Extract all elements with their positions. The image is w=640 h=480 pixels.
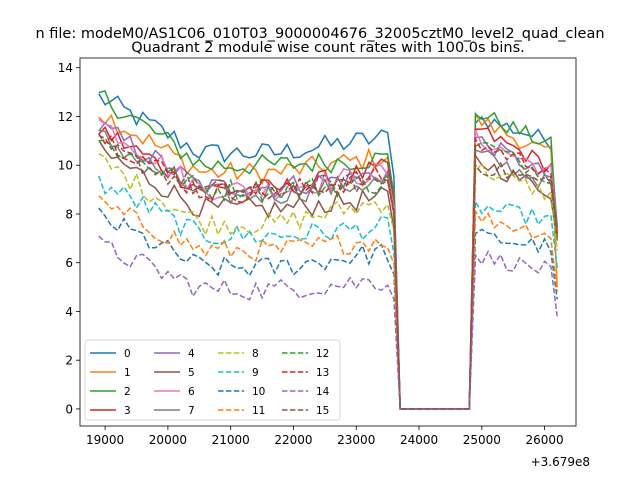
legend-label: 7 (188, 405, 195, 417)
series-line-8 (98, 153, 558, 410)
legend-label: 4 (188, 348, 195, 360)
legend-label: 2 (124, 386, 131, 398)
legend-label: 8 (252, 348, 259, 360)
legend-label: 11 (252, 405, 265, 417)
y-tick-label: 6 (65, 256, 73, 270)
series-line-14 (98, 235, 558, 410)
y-tick-label: 14 (58, 61, 73, 75)
x-tick-label: 26000 (526, 433, 564, 447)
series-line-10 (98, 207, 558, 410)
y-tick-label: 12 (58, 110, 73, 124)
legend-label: 1 (124, 367, 131, 379)
series-line-5 (98, 139, 558, 410)
legend-label: 12 (316, 348, 329, 360)
series-line-9 (98, 175, 558, 410)
legend-label: 13 (316, 367, 329, 379)
series-line-15 (98, 134, 558, 410)
legend-label: 5 (188, 367, 195, 379)
series-lines (98, 90, 558, 410)
series-line-12 (98, 138, 558, 410)
x-offset-label: +3.679e8 (531, 455, 590, 469)
y-tick-label: 0 (65, 402, 73, 416)
x-tick-label: 24000 (400, 433, 438, 447)
legend-label: 15 (316, 405, 329, 417)
chart-title: Quadrant 2 module wise count rates with … (131, 40, 525, 56)
axes: 19000 20000 21000 22000 23000 24000 25000 26000… (58, 57, 577, 447)
series-line-11 (98, 195, 558, 410)
series-line-2 (98, 90, 558, 410)
legend-box (84, 339, 341, 421)
x-tick-label: 22000 (274, 433, 312, 447)
legend-label: 3 (124, 405, 131, 417)
legend-label: 0 (124, 348, 131, 360)
y-tick-label: 2 (65, 354, 73, 368)
legend-label: 10 (252, 386, 265, 398)
y-tick-label: 10 (58, 159, 73, 173)
legend-label: 14 (316, 386, 330, 398)
y-tick-label: 8 (65, 207, 73, 221)
x-tick-label: 19000 (86, 433, 124, 447)
series-line-1 (98, 110, 558, 410)
x-tick-label: 23000 (337, 433, 375, 447)
x-tick-label: 20000 (149, 433, 187, 447)
legend-label: 6 (188, 386, 195, 398)
x-tick-label: 25000 (463, 433, 501, 447)
series-line-13 (98, 133, 558, 410)
y-tick-label: 4 (65, 305, 73, 319)
legend-label: 9 (252, 367, 259, 379)
x-tick-label: 21000 (212, 433, 250, 447)
axes-frame (79, 57, 577, 427)
chart-suptitle: n file: modeM0/AS1C06_010T03_9000004676_… (35, 26, 604, 42)
